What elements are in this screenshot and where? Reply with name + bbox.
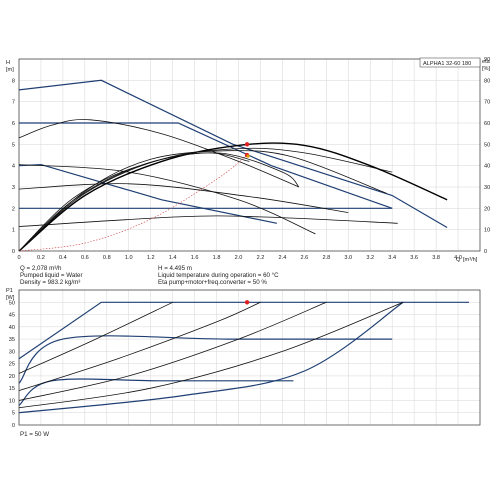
y-tick-label-eta: 60 [484, 121, 490, 127]
info-efficiency: Eta pump+motor+freq.converter = 50 % [158, 279, 267, 286]
plot-frame-bottom [18, 289, 481, 426]
duty-point-power [244, 300, 250, 305]
y-tick-label-p1: 0 [12, 423, 15, 429]
x-tick-label: 2.8 [322, 255, 330, 261]
head-curve [18, 119, 300, 188]
y-tick-label-p1: 35 [9, 337, 15, 343]
info-temperature: Liquid temperature during operation = 60… [158, 272, 279, 279]
power-curve [18, 335, 393, 384]
power-curve [18, 301, 173, 374]
y-tick-label-h: 5 [12, 142, 15, 148]
y-tick-label-eta: 30 [484, 185, 490, 191]
y-tick-label-eta: 50 [484, 142, 490, 148]
x-tick-label: 3.0 [344, 255, 352, 261]
x-axis-label-q: Q [456, 257, 461, 263]
efficiency-curve [18, 147, 393, 252]
model-label: ALPHA1 32-60 180 [423, 61, 471, 67]
y-tick-label-h: 2 [12, 206, 15, 212]
y-tick-label-h: 0 [12, 249, 15, 255]
efficiency-curve [18, 142, 448, 252]
power-panel: 0 5 10 15 20 25 30 35 40 45 50 [9, 289, 481, 429]
head-curve [19, 122, 393, 209]
y-tick-label-p1: 40 [9, 325, 15, 331]
x-tick-label: 4.0 [454, 255, 462, 261]
x-tick-label: 0 [17, 255, 20, 261]
x-tick-label: 1.6 [191, 255, 199, 261]
info-p1: P1 = 50 W [20, 431, 49, 438]
x-tick-label: 2.0 [235, 255, 243, 261]
head-curve [18, 79, 448, 229]
x-tick-label: 1.4 [169, 255, 177, 261]
y-tick-label-p1: 45 [9, 313, 15, 319]
power-curve [18, 301, 327, 401]
power-curve [18, 301, 261, 391]
head-curve [18, 215, 398, 227]
y-axis-label-h: H [6, 60, 10, 66]
y-tick-label-p1: 50 [9, 300, 15, 306]
y-tick-label-h: 8 [12, 78, 15, 84]
y-axis-unit-h: [m] [6, 67, 14, 73]
efficiency-curve [18, 152, 300, 252]
head-curve [18, 183, 349, 213]
x-tick-label: 0.2 [37, 255, 45, 261]
y-tick-label-p1: 20 [9, 374, 15, 380]
x-tick-label: 1.8 [213, 255, 221, 261]
x-tick-label: 0.8 [103, 255, 111, 261]
y-axis-label-p1: P1 [6, 288, 13, 294]
x-tick-label: 2.6 [300, 255, 308, 261]
y-tick-label-p1: 25 [9, 362, 15, 368]
y-axis-unit-p1: [W] [6, 295, 15, 301]
x-tick-label: 0.6 [81, 255, 89, 261]
power-curve [18, 301, 404, 409]
y-tick-label-p1: 15 [9, 386, 15, 392]
power-curve [18, 378, 294, 406]
y-tick-label-eta: 20 [484, 206, 490, 212]
x-tick-label: 3.8 [432, 255, 440, 261]
y-tick-label-h: 6 [12, 121, 15, 127]
y-tick-label-p1: 5 [12, 411, 15, 417]
info-flow: Q = 2,078 m³/h [20, 265, 62, 272]
head-efficiency-panel: 0 0.2 0.4 0.6 0.8 1.0 1.2 1.4 1.6 1.8 2.0 2.2 2.4 2.6… [12, 57, 490, 261]
duty-point-eta [244, 142, 250, 147]
plot-frame-top [18, 58, 481, 252]
x-tick-label: 1.0 [125, 255, 133, 261]
x-tick-label: 3.6 [410, 255, 418, 261]
power-curve [18, 301, 404, 414]
x-tick-label: 1.2 [147, 255, 155, 261]
y-tick-label-h: 1 [12, 228, 15, 234]
model-label-box [419, 57, 481, 68]
system-curve [18, 154, 248, 252]
y-tick-label-eta: 90 [484, 57, 490, 63]
x-tick-label: 0.4 [59, 255, 67, 261]
y-tick-label-h: 7 [12, 100, 15, 106]
efficiency-curve [18, 152, 250, 252]
info-liquid: Pumped liquid = Water [20, 272, 83, 279]
power-curve [18, 301, 469, 360]
y-tick-label-h: 3 [12, 185, 15, 191]
x-tick-label: 2.4 [279, 255, 287, 261]
y-tick-label-eta: 10 [484, 228, 490, 234]
y-tick-label-h: 4 [12, 164, 15, 170]
y-tick-label-eta: 80 [484, 78, 490, 84]
y-tick-label-eta: 0 [484, 249, 487, 255]
x-axis-unit-q: [m³/h] [463, 257, 478, 263]
x-tick-label: 2.2 [257, 255, 265, 261]
y-tick-label-p1: 30 [9, 349, 15, 355]
x-tick-label: 3.2 [366, 255, 374, 261]
x-tick-label: 3.4 [388, 255, 396, 261]
info-head: H = 4.495 m [158, 265, 192, 272]
y-axis-unit-eta: [%] [482, 66, 491, 72]
info-density: Density = 983.2 kg/m³ [20, 279, 80, 286]
y-tick-label-eta: 40 [484, 164, 490, 170]
y-tick-label-eta: 70 [484, 100, 490, 106]
duty-point-marker [246, 154, 250, 158]
y-axis-label-eta: eta [482, 59, 491, 65]
y-tick-label-p1: 10 [9, 398, 15, 404]
